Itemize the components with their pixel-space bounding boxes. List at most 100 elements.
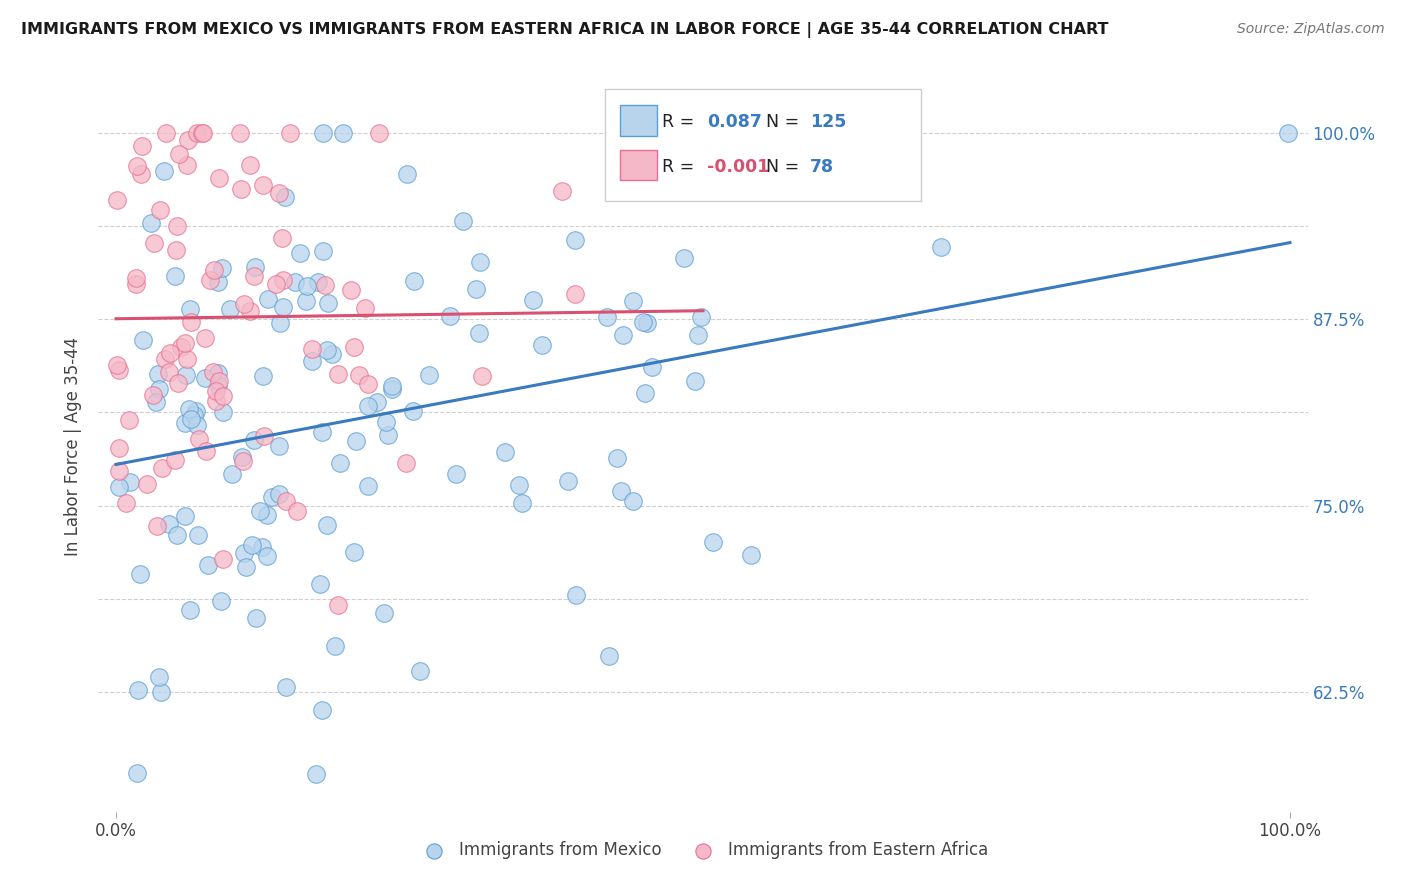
Point bbox=[125, 159, 148, 173]
Point bbox=[166, 376, 188, 390]
Point bbox=[108, 363, 131, 377]
Point bbox=[211, 260, 233, 275]
Point bbox=[564, 287, 586, 301]
Point bbox=[108, 442, 131, 456]
Point bbox=[252, 369, 274, 384]
Point bbox=[232, 546, 254, 560]
Point bbox=[402, 404, 425, 418]
Point bbox=[159, 345, 181, 359]
Point bbox=[155, 126, 177, 140]
Point bbox=[311, 425, 333, 440]
Point bbox=[357, 377, 380, 392]
Point bbox=[522, 293, 544, 307]
Point bbox=[329, 456, 352, 470]
Text: N =: N = bbox=[766, 158, 806, 176]
Point bbox=[557, 475, 579, 489]
Point bbox=[124, 277, 146, 291]
Point bbox=[307, 275, 329, 289]
Point bbox=[444, 467, 467, 481]
Point bbox=[243, 268, 266, 283]
Point bbox=[108, 480, 131, 494]
Point bbox=[273, 190, 295, 204]
Point bbox=[174, 368, 197, 383]
Point bbox=[235, 559, 257, 574]
Point bbox=[207, 366, 229, 380]
Text: 125: 125 bbox=[810, 113, 846, 131]
Point bbox=[305, 767, 328, 781]
Point bbox=[439, 309, 461, 323]
Point bbox=[127, 766, 149, 780]
Point bbox=[274, 494, 297, 508]
Point bbox=[245, 260, 267, 275]
Point bbox=[339, 283, 361, 297]
Point bbox=[269, 186, 291, 200]
Text: Source: ZipAtlas.com: Source: ZipAtlas.com bbox=[1237, 22, 1385, 37]
Point bbox=[564, 233, 586, 247]
Point bbox=[278, 126, 301, 140]
Point bbox=[191, 126, 214, 140]
Point bbox=[321, 347, 343, 361]
Point bbox=[233, 297, 256, 311]
Point bbox=[418, 368, 440, 383]
Point bbox=[198, 273, 221, 287]
Point bbox=[465, 282, 488, 296]
Point bbox=[267, 439, 290, 453]
Point bbox=[232, 454, 254, 468]
Point bbox=[150, 461, 173, 475]
Point bbox=[377, 427, 399, 442]
Point bbox=[285, 504, 308, 518]
Point bbox=[143, 235, 166, 250]
Point bbox=[245, 611, 267, 625]
Point bbox=[148, 670, 170, 684]
Point bbox=[145, 395, 167, 409]
Text: 0.087: 0.087 bbox=[707, 113, 762, 131]
Point bbox=[312, 126, 335, 140]
Point bbox=[396, 167, 419, 181]
Point bbox=[107, 359, 129, 373]
Point bbox=[301, 342, 323, 356]
Point bbox=[149, 684, 172, 698]
Point bbox=[108, 464, 131, 478]
Point bbox=[612, 328, 634, 343]
Point bbox=[264, 277, 287, 291]
Point bbox=[297, 279, 319, 293]
Point bbox=[494, 444, 516, 458]
Point bbox=[169, 340, 191, 354]
Point bbox=[179, 301, 201, 316]
Point bbox=[166, 528, 188, 542]
Point bbox=[366, 394, 388, 409]
Point bbox=[148, 382, 170, 396]
Point bbox=[205, 393, 228, 408]
Point bbox=[183, 409, 205, 423]
Point bbox=[177, 132, 200, 146]
Point bbox=[381, 379, 404, 393]
Point bbox=[155, 352, 177, 367]
Y-axis label: In Labor Force | Age 35-44: In Labor Force | Age 35-44 bbox=[65, 336, 83, 556]
Point bbox=[188, 432, 211, 446]
Point bbox=[201, 364, 224, 378]
Point bbox=[634, 385, 657, 400]
Point bbox=[129, 567, 152, 582]
Point bbox=[314, 277, 336, 292]
Point bbox=[120, 475, 142, 490]
Point bbox=[508, 477, 530, 491]
Point bbox=[323, 639, 346, 653]
Point bbox=[176, 158, 198, 172]
Point bbox=[596, 310, 619, 324]
Point bbox=[312, 244, 335, 259]
Legend: Immigrants from Mexico, Immigrants from Eastern Africa: Immigrants from Mexico, Immigrants from … bbox=[411, 834, 995, 865]
Point bbox=[344, 434, 367, 448]
Point bbox=[194, 331, 217, 345]
Point bbox=[180, 412, 202, 426]
Point bbox=[688, 328, 710, 343]
Point bbox=[157, 365, 180, 379]
Point bbox=[129, 168, 152, 182]
Point bbox=[256, 508, 278, 523]
Text: 78: 78 bbox=[810, 158, 834, 176]
Point bbox=[184, 404, 207, 418]
Point bbox=[125, 271, 148, 285]
Point bbox=[197, 558, 219, 573]
Point bbox=[146, 368, 169, 382]
Point bbox=[326, 598, 349, 612]
Point bbox=[229, 182, 252, 196]
